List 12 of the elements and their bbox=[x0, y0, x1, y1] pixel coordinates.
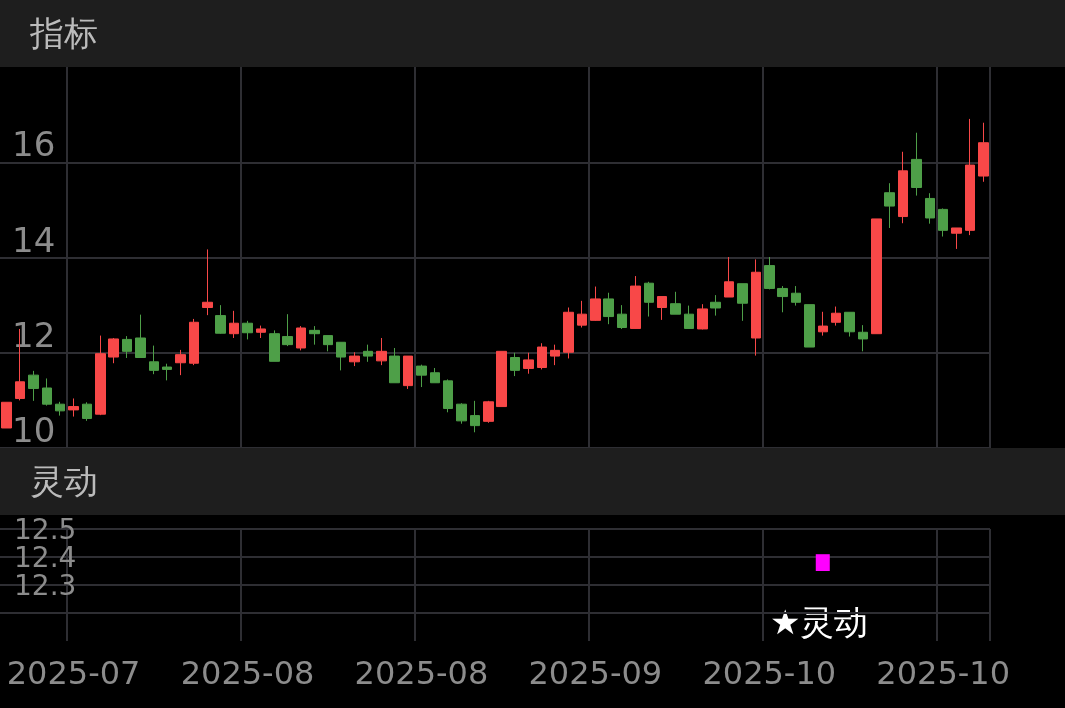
x-tick-label: 2025-07 bbox=[6, 654, 141, 692]
chart-title: 灵动 bbox=[30, 461, 98, 501]
y-tick-label: 12 bbox=[12, 314, 56, 355]
y-tick-label: 16 bbox=[12, 124, 56, 165]
chart-title: 指标 bbox=[0, 0, 1065, 67]
x-tick-label: 2025-10 bbox=[702, 654, 837, 692]
y-tick-label: 14 bbox=[12, 219, 56, 260]
y-tick-label: 10 bbox=[12, 410, 56, 450]
x-tick-label: 2025-10 bbox=[876, 654, 1011, 692]
x-tick-label: 2025-08 bbox=[354, 654, 489, 692]
x-tick-label: 2025-09 bbox=[528, 654, 663, 692]
x-tick-label: 2025-08 bbox=[180, 654, 315, 692]
